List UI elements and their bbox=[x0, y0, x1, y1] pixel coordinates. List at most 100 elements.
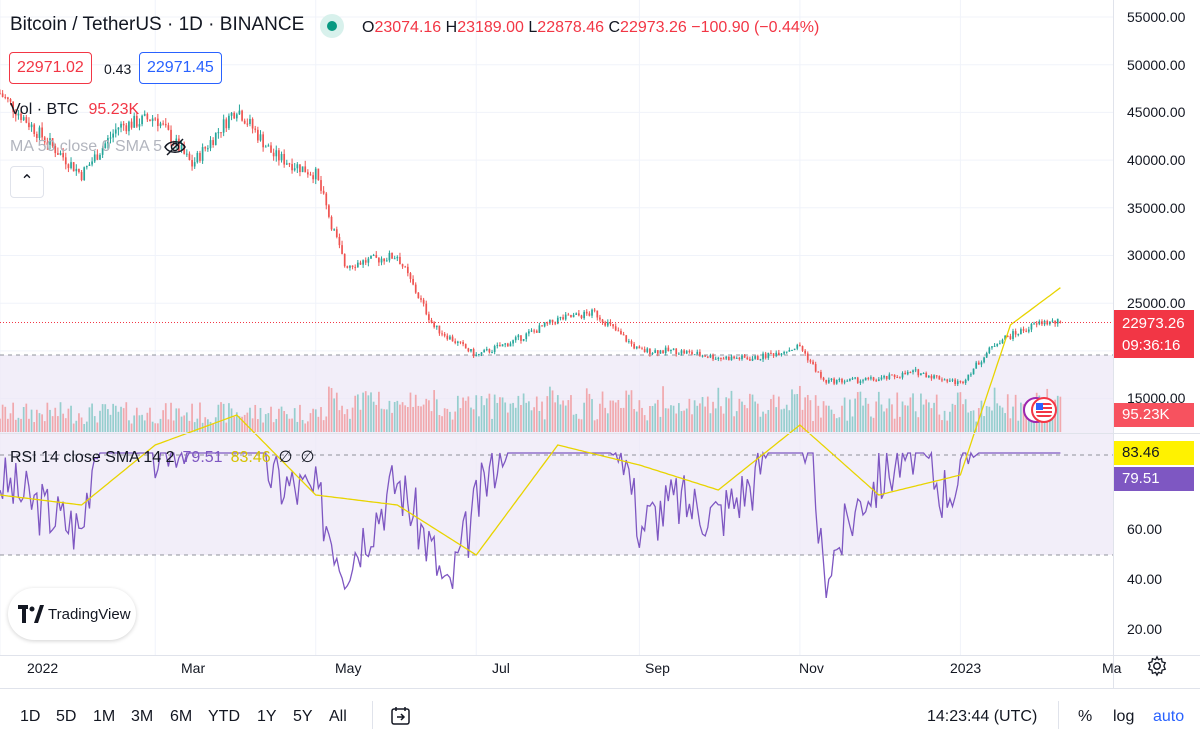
volume-bar bbox=[356, 394, 359, 432]
candle-body bbox=[570, 314, 572, 318]
candle-body bbox=[991, 346, 993, 348]
volume-bar bbox=[262, 422, 264, 432]
volume-bar bbox=[672, 405, 675, 432]
candle-body bbox=[67, 164, 70, 169]
volume-bar bbox=[199, 402, 201, 432]
volume-bar bbox=[549, 386, 551, 432]
volume-bar bbox=[341, 405, 343, 432]
candle-body bbox=[967, 374, 970, 380]
range-6m-button[interactable]: 6M bbox=[170, 708, 193, 725]
candle-body bbox=[925, 372, 928, 378]
volume-bar bbox=[670, 405, 672, 432]
candle-body bbox=[478, 353, 480, 355]
range-1m-button[interactable]: 1M bbox=[93, 708, 116, 725]
rsi-sma-legend-value: 83.46 bbox=[230, 449, 271, 466]
auto-scale-button[interactable]: auto bbox=[1153, 708, 1185, 725]
volume-bar bbox=[680, 411, 683, 432]
candle-body bbox=[130, 121, 133, 128]
candle-body bbox=[672, 348, 675, 350]
time-axis-label: 2023 bbox=[950, 660, 982, 676]
symbol-title[interactable]: Bitcoin / TetherUS · 1D · BINANCE bbox=[10, 14, 305, 35]
candle-body bbox=[409, 273, 412, 279]
volume-bar bbox=[851, 416, 854, 432]
volume-bar bbox=[462, 397, 464, 432]
range-all-button[interactable]: All bbox=[329, 708, 347, 725]
candle-body bbox=[854, 377, 856, 379]
candle-body bbox=[706, 356, 709, 358]
volume-bar bbox=[699, 403, 701, 432]
range-ytd-button[interactable]: YTD bbox=[208, 708, 240, 725]
range-5y-button[interactable]: 5Y bbox=[293, 708, 313, 725]
open-value: 23074.16 bbox=[374, 19, 442, 36]
volume-bar bbox=[888, 398, 891, 432]
candle-body bbox=[83, 167, 86, 181]
hidden-eye-icon[interactable] bbox=[163, 135, 187, 159]
candle-body bbox=[849, 378, 851, 381]
economic-events-icon[interactable] bbox=[1022, 395, 1058, 425]
candle-body bbox=[651, 352, 654, 354]
candle-body bbox=[380, 258, 383, 263]
volume-bar bbox=[806, 394, 809, 432]
market-status-icon[interactable] bbox=[320, 14, 344, 38]
sell-price-button[interactable]: 22971.02 bbox=[9, 52, 92, 84]
candle-body bbox=[922, 372, 925, 374]
candle-body bbox=[80, 171, 83, 181]
collapse-legend-button[interactable]: ⌃ bbox=[10, 166, 44, 198]
settings-gear-icon[interactable] bbox=[1146, 655, 1168, 677]
go-to-date-icon[interactable] bbox=[390, 705, 412, 727]
candle-body bbox=[449, 336, 451, 340]
volume-bar bbox=[688, 398, 691, 432]
candle-body bbox=[99, 154, 101, 160]
range-1y-button[interactable]: 1Y bbox=[257, 708, 277, 725]
range-1d-button[interactable]: 1D bbox=[20, 708, 41, 725]
candle-body bbox=[812, 361, 814, 365]
volume-bar bbox=[906, 405, 909, 432]
candle-body bbox=[109, 137, 112, 139]
volume-bar bbox=[391, 412, 393, 432]
candle-body bbox=[264, 146, 267, 148]
volume-bar bbox=[496, 402, 499, 432]
log-scale-button[interactable]: log bbox=[1113, 708, 1135, 725]
volume-bar bbox=[370, 392, 372, 432]
volume-bar bbox=[204, 417, 207, 432]
volume-bar bbox=[641, 407, 643, 432]
candle-body bbox=[717, 357, 720, 359]
candle-body bbox=[680, 350, 683, 354]
candle-body bbox=[417, 292, 420, 299]
candle-body bbox=[343, 253, 346, 267]
candle-body bbox=[735, 357, 738, 359]
volume-bar bbox=[33, 422, 36, 432]
candle-body bbox=[970, 374, 972, 376]
candle-body bbox=[972, 368, 975, 375]
candle-body bbox=[230, 112, 233, 116]
range-3m-button[interactable]: 3M bbox=[131, 708, 154, 725]
volume-legend[interactable]: Vol · BTC 95.23K bbox=[10, 101, 139, 119]
candle-body bbox=[806, 353, 809, 361]
candle-body bbox=[359, 262, 362, 265]
range-5d-button[interactable]: 5D bbox=[56, 708, 77, 725]
volume-bar bbox=[312, 408, 314, 432]
volume-bar bbox=[451, 419, 454, 432]
volume-bar bbox=[854, 398, 856, 432]
candle-body bbox=[1033, 323, 1035, 325]
tradingview-logo[interactable]: TradingView bbox=[8, 588, 136, 640]
volume-bar bbox=[1009, 418, 1012, 432]
volume-bar bbox=[664, 408, 667, 432]
volume-bar bbox=[791, 389, 793, 432]
volume-bar bbox=[996, 403, 999, 432]
rsi-legend[interactable]: RSI 14 close SMA 14 2 79.51 83.46 ∅ ∅ bbox=[10, 447, 315, 467]
volume-bar bbox=[535, 396, 538, 432]
candle-body bbox=[20, 113, 22, 121]
candle-body bbox=[325, 193, 328, 206]
utc-clock[interactable]: 14:23:44 (UTC) bbox=[927, 708, 1038, 725]
candle-body bbox=[820, 371, 822, 378]
volume-bar bbox=[1014, 394, 1017, 432]
buy-price-button[interactable]: 22971.45 bbox=[139, 52, 222, 84]
ma-legend[interactable]: MA 50 close 0 SMA 5 bbox=[10, 138, 163, 155]
volume-bar bbox=[606, 413, 609, 432]
candle-body bbox=[951, 379, 954, 381]
percent-scale-button[interactable]: % bbox=[1078, 708, 1093, 725]
volume-bar bbox=[954, 404, 956, 432]
volume-bar bbox=[522, 393, 525, 432]
